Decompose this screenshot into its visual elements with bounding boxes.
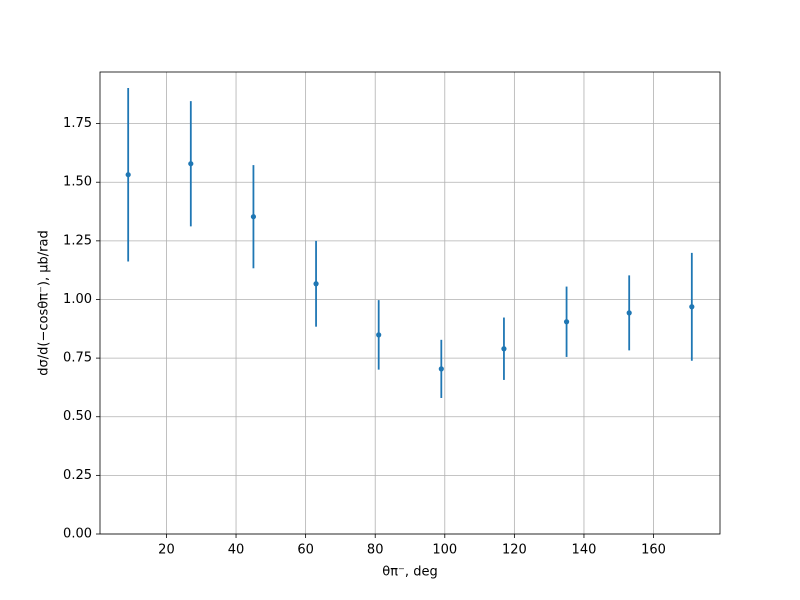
y-tick-label: 1.25 (63, 233, 92, 248)
data-point (438, 366, 444, 372)
data-point (313, 281, 319, 287)
data-point (376, 332, 382, 338)
y-tick-label: 1.00 (63, 292, 92, 307)
x-tick-label: 20 (158, 543, 175, 558)
y-tick-label: 0.75 (63, 351, 92, 366)
plot-frame (99, 71, 721, 535)
y-tick-label: 1.75 (63, 116, 92, 131)
data-point (626, 310, 632, 316)
y-tick-label: 0.00 (63, 527, 92, 542)
x-axis-label: θπ⁻, deg (382, 565, 437, 580)
data-point (501, 346, 507, 352)
x-tick-label: 120 (502, 543, 527, 558)
data-point (188, 161, 194, 167)
data-point (250, 214, 257, 220)
data-point (125, 172, 131, 178)
x-tick-label: 80 (367, 543, 384, 558)
y-axis-label: dσ/d(−cosθπ⁻), μb/rad (37, 230, 52, 375)
x-tick-label: 140 (572, 543, 597, 558)
x-tick-label: 160 (641, 543, 666, 558)
data-point (689, 304, 695, 310)
x-tick-label: 40 (228, 543, 245, 558)
data-point (563, 319, 570, 325)
x-tick-label: 60 (297, 543, 314, 558)
y-tick-label: 0.25 (63, 468, 92, 483)
y-tick-label: 1.50 (63, 175, 92, 190)
y-tick-label: 0.50 (63, 409, 92, 424)
x-tick-label: 100 (432, 543, 457, 558)
